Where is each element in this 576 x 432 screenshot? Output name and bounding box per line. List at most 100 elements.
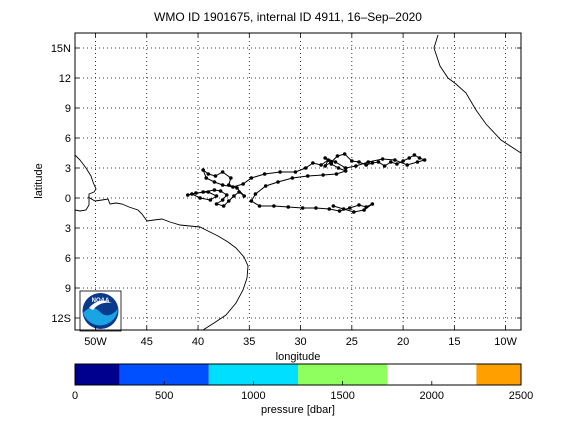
colorbar-tick-label: 2500 [509, 390, 533, 402]
colorbar-segment [298, 364, 388, 385]
float-position-marker [357, 160, 361, 164]
float-position-marker [343, 166, 348, 170]
float-position-marker [395, 162, 399, 166]
float-position-marker [366, 160, 371, 164]
float-position-marker [213, 174, 218, 178]
map-grid [75, 33, 521, 330]
float-position-marker [314, 206, 318, 210]
x-tick-label: 25 [346, 336, 358, 348]
float-position-marker [201, 190, 205, 194]
float-position-marker [226, 199, 231, 203]
float-position-marker [341, 207, 346, 211]
float-position-marker [352, 210, 356, 214]
float-position-marker [214, 202, 219, 206]
coastlines [75, 34, 521, 330]
float-position-marker [249, 176, 254, 180]
float-position-marker [262, 172, 267, 176]
float-position-marker [347, 206, 352, 210]
float-position-marker [412, 153, 417, 157]
y-tick-label: 3 [65, 223, 71, 235]
x-tick-label: 30 [294, 336, 306, 348]
float-position-marker [323, 164, 327, 168]
south-america-coastline [75, 154, 97, 212]
float-position-marker [333, 160, 338, 164]
x-tick-label: 40 [192, 336, 204, 348]
float-position-marker [364, 163, 368, 167]
float-position-marker [212, 180, 217, 184]
noaa-logo-wave [83, 307, 118, 326]
float-position-marker [334, 172, 339, 176]
noaa-logo-gull [89, 300, 112, 310]
float-position-marker [337, 209, 342, 213]
float-position-marker [221, 204, 226, 208]
x-tick-label: 35 [243, 336, 255, 348]
y-tick-label: 0 [65, 193, 71, 205]
south-america-coastline-east [87, 196, 249, 330]
float-position-marker [206, 172, 211, 176]
float-position-marker [226, 183, 231, 187]
y-tick-label: 12 [59, 73, 71, 85]
float-position-marker [329, 162, 334, 166]
float-position-marker [326, 158, 331, 162]
float-position-marker [370, 161, 375, 165]
float-position-marker [342, 152, 347, 156]
float-position-marker [331, 204, 336, 208]
x-tick-label: 20 [397, 336, 409, 348]
colorbar-segment [387, 364, 477, 385]
float-position-marker [305, 174, 310, 178]
float-position-marker [190, 192, 194, 196]
float-position-marker [257, 204, 262, 208]
float-position-marker [336, 166, 341, 170]
float-position-marker [290, 176, 295, 180]
colorbar-label: pressure [dbar] [261, 404, 335, 416]
float-position-marker [350, 159, 354, 163]
float-position-marker [388, 160, 393, 164]
float-position-marker [286, 205, 291, 209]
float-position-marker [218, 189, 223, 193]
noaa-logo-text: NOAA [92, 298, 110, 304]
float-position-marker [417, 156, 422, 160]
float-position-marker [231, 185, 235, 189]
float-position-marker [343, 169, 348, 173]
colorbar-tick-label: 500 [155, 390, 173, 402]
float-position-marker [293, 170, 298, 174]
float-position-marker [194, 191, 198, 195]
colorbar-tick-label: 1500 [330, 390, 354, 402]
float-position-marker [405, 163, 409, 167]
y-tick-label: 3 [65, 163, 71, 175]
float-position-marker [249, 199, 254, 203]
colorbar-tick-label: 0 [72, 390, 78, 402]
float-position-marker [185, 193, 190, 197]
colorbar-ticks: 0 500 1000 1500 2000 2500 [72, 381, 533, 402]
float-position-marker [237, 190, 241, 194]
float-position-marker [393, 158, 397, 162]
colorbar-segment [75, 364, 120, 385]
float-position-marker [370, 202, 375, 206]
float-position-marker [357, 203, 361, 207]
float-position-marker [241, 182, 245, 186]
x-tick-label: 15 [448, 336, 460, 348]
chart-title: WMO ID 1901675, internal ID 4911, 16–Sep… [154, 10, 422, 24]
float-track-points [185, 152, 427, 214]
float-position-marker [235, 186, 239, 190]
noaa-logo: NOAA [79, 290, 122, 332]
float-position-marker [224, 193, 229, 197]
float-position-marker [415, 160, 420, 164]
float-position-marker [364, 205, 368, 209]
pressure-colorbar [75, 364, 521, 385]
float-position-marker [220, 183, 225, 187]
float-position-marker [253, 192, 258, 196]
y-tick-label: 6 [65, 253, 71, 265]
float-position-marker [263, 184, 268, 188]
colorbar-segment [119, 364, 209, 385]
float-position-marker [220, 170, 225, 174]
map-area [75, 33, 521, 330]
float-position-marker [362, 208, 366, 212]
float-position-marker [407, 156, 412, 160]
float-position-marker [229, 176, 233, 180]
float-position-marker [311, 161, 315, 165]
x-axis-label: longitude [276, 351, 321, 363]
y-tick-label: 9 [65, 103, 71, 115]
